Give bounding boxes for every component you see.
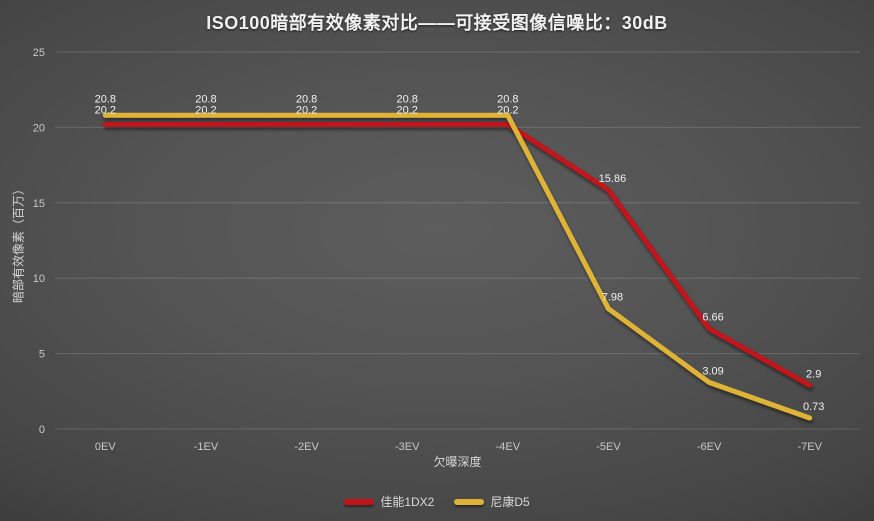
y-tick-label: 10	[33, 273, 45, 285]
data-label: 6.66	[702, 312, 723, 324]
y-tick-label: 20	[33, 122, 45, 134]
y-tick-label: 25	[33, 47, 45, 59]
legend-item-canon-1dx2: 佳能1DX2	[344, 493, 434, 510]
x-tick-label: -3EV	[395, 441, 420, 453]
y-tick-label: 15	[33, 198, 45, 210]
x-tick-label: -1EV	[194, 441, 219, 453]
data-label: 3.09	[702, 365, 723, 377]
x-tick-label: 0EV	[95, 441, 116, 453]
legend-item-nikon-d5: 尼康D5	[454, 493, 530, 510]
data-label: 0.73	[803, 401, 824, 413]
x-tick-label: -6EV	[697, 441, 722, 453]
data-label: 20.2	[497, 104, 518, 116]
x-tick-label: -5EV	[596, 441, 621, 453]
chart-title: ISO100暗部有效像素对比——可接受图像信噪比：30dB	[206, 13, 668, 33]
x-tick-label: -7EV	[797, 441, 822, 453]
legend: 佳能1DX2 尼康D5	[0, 493, 874, 510]
data-label: 20.8	[296, 93, 317, 105]
legend-label-canon-1dx2: 佳能1DX2	[380, 495, 435, 509]
data-label: 20.2	[396, 104, 417, 116]
y-tick-label: 5	[39, 349, 45, 361]
legend-swatch-nikon-d5	[454, 498, 485, 505]
x-tick-label: -4EV	[496, 441, 521, 453]
x-tick-label: -2EV	[294, 441, 319, 453]
data-label: 20.2	[296, 104, 317, 116]
legend-label-nikon-d5: 尼康D5	[490, 495, 530, 509]
data-label: 20.8	[95, 93, 116, 105]
legend-swatch-canon-1dx2	[344, 498, 375, 505]
y-tick-label: 0	[39, 424, 45, 436]
data-label: 2.9	[806, 368, 821, 380]
data-label: 20.8	[497, 93, 518, 105]
series-line-1	[102, 112, 813, 421]
x-axis-title: 欠曝深度	[433, 455, 482, 469]
data-label: 20.2	[195, 104, 216, 116]
series-line-0	[102, 121, 813, 388]
data-label: 20.8	[195, 93, 216, 105]
data-label: 15.86	[599, 173, 627, 185]
data-label: 20.8	[396, 93, 417, 105]
data-label: 7.98	[602, 292, 623, 304]
data-label: 20.2	[95, 104, 116, 116]
